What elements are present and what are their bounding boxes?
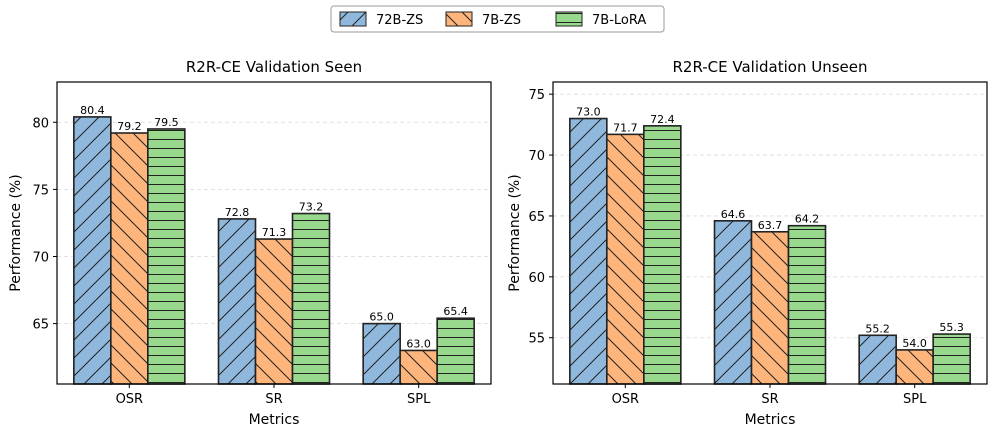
data-label: 64.6 <box>721 208 746 221</box>
bar-hatch-72b-zs-spl <box>858 334 897 385</box>
data-label: 71.7 <box>613 121 638 134</box>
data-label: 80.4 <box>80 104 105 117</box>
legend-label-7b-zs: 7B-ZS <box>482 13 521 28</box>
data-label: 63.7 <box>758 219 783 232</box>
x-axis-label: Metrics <box>249 412 300 428</box>
bar-hatch-7b-zs-sr <box>750 230 790 385</box>
y-tick-label: 80 <box>32 116 49 131</box>
y-tick-label: 55 <box>528 332 545 347</box>
legend: 72B-ZS 7B-ZS 7B-LoRA <box>330 5 665 33</box>
y-tick-label: 75 <box>32 183 49 198</box>
bar-hatch-7b-lora-osr <box>643 125 682 385</box>
data-label: 65.0 <box>369 311 394 324</box>
data-label: 54.0 <box>902 337 927 350</box>
x-axis-label: Metrics <box>745 412 796 428</box>
bar-hatch-7b-lora-sr <box>787 224 827 385</box>
bar-hatch-7b-zs-spl <box>399 349 438 385</box>
y-axis-label: Performance (%) <box>507 174 523 291</box>
x-tick-label-sr: SR <box>265 392 282 407</box>
y-tick-label: 65 <box>528 210 545 225</box>
x-tick-label-sr: SR <box>761 392 778 407</box>
legend-hatch-7b-lora <box>555 11 583 27</box>
data-label: 55.3 <box>939 321 964 334</box>
legend-label-7b-lora: 7B-LoRA <box>592 13 646 28</box>
bar-hatch-7b-lora-spl <box>932 333 971 385</box>
bar-hatch-7b-zs-sr <box>254 238 294 385</box>
data-label: 79.5 <box>154 116 179 129</box>
data-label: 72.4 <box>650 113 675 126</box>
y-tick-label: 60 <box>528 271 545 286</box>
y-tick-label: 70 <box>528 149 545 164</box>
bar-hatch-72b-zs-osr <box>569 117 608 385</box>
x-tick-label-osr: OSR <box>116 392 144 407</box>
bar-hatch-7b-lora-osr <box>147 128 186 385</box>
data-label: 79.2 <box>117 120 142 133</box>
bar-hatch-7b-zs-spl <box>895 349 934 385</box>
bar-hatch-7b-lora-spl <box>436 317 475 385</box>
bar-hatch-7b-zs-osr <box>110 132 149 385</box>
bar-hatch-72b-zs-spl <box>362 322 401 385</box>
data-label: 73.2 <box>299 201 324 214</box>
legend-hatch-72b-zs <box>339 11 367 27</box>
y-tick-label: 75 <box>528 88 545 103</box>
x-tick-label-osr: OSR <box>612 392 640 407</box>
legend-hatch-7b-zs <box>445 11 473 27</box>
chart-title: R2R-CE Validation Unseen <box>672 58 867 76</box>
legend-label-72b-zs: 72B-ZS <box>376 13 423 28</box>
chart-panel-unseen: 73.0 64.6 55.2 71.7 63.7 54.0 72.4 64.2 55.3 55 60… <box>507 58 988 428</box>
x-tick-label-spl: SPL <box>903 392 927 407</box>
data-label: 72.8 <box>225 206 250 219</box>
chart-panel-seen: 80.4 72.8 65.0 79.2 71.3 63.0 79.5 73.2 65.4 65 70… <box>8 58 492 428</box>
bar-hatch-7b-lora-sr <box>291 212 331 385</box>
data-label: 55.2 <box>865 322 890 335</box>
data-label: 71.3 <box>262 226 287 239</box>
y-tick-label: 70 <box>32 250 49 265</box>
data-label: 64.2 <box>795 213 820 226</box>
y-axis-label: Performance (%) <box>8 174 24 291</box>
data-label: 73.0 <box>576 106 601 119</box>
x-tick-label-spl: SPL <box>407 392 431 407</box>
bar-hatch-72b-zs-sr <box>713 220 753 385</box>
chart-title: R2R-CE Validation Seen <box>186 58 362 76</box>
y-tick-label: 65 <box>32 318 49 333</box>
bar-hatch-72b-zs-sr <box>217 218 257 385</box>
data-label: 65.4 <box>443 305 468 318</box>
bar-hatch-72b-zs-osr <box>73 116 112 385</box>
bar-hatch-7b-zs-osr <box>606 133 645 385</box>
data-label: 63.0 <box>406 337 431 350</box>
